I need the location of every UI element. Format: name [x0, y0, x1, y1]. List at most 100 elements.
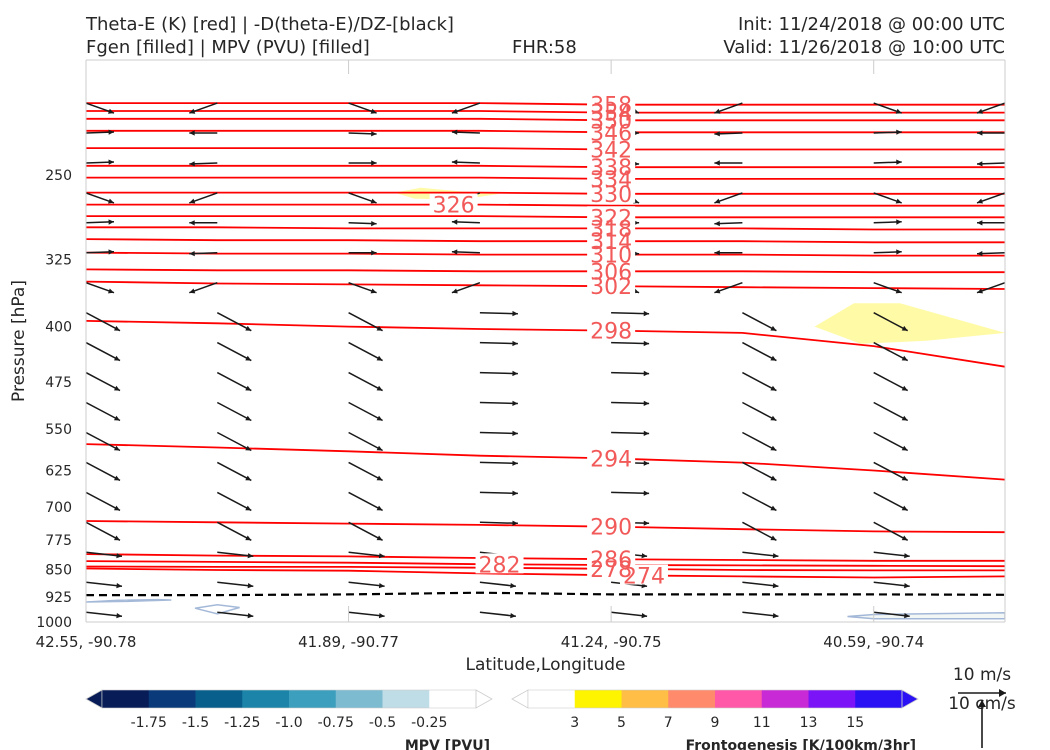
fgen-colorbar-tick-label: 11 — [753, 715, 771, 731]
plot-area — [86, 60, 1005, 622]
wind-arrow-shaft — [1004, 492, 1005, 494]
wind-arrow-head — [376, 355, 383, 361]
wind-key-u-arrowhead — [999, 689, 1006, 697]
wind-arrow-head — [772, 583, 779, 589]
contour-label-bg — [587, 447, 636, 468]
contour-label-bg — [587, 138, 636, 159]
wind-arrow-shaft — [873, 312, 909, 332]
wind-arrow-head — [108, 288, 114, 294]
wind-arrow — [742, 551, 779, 559]
contour-label-bg — [587, 93, 636, 114]
wind-arrow-head — [714, 160, 720, 166]
mpv-contour-left — [86, 598, 172, 603]
wind-arrow — [714, 131, 743, 137]
wind-arrow-head — [245, 385, 252, 391]
y-tick-label: 250 — [45, 168, 72, 184]
wind-arrow — [216, 341, 252, 362]
wind-arrow-head — [378, 553, 385, 559]
wind-arrow-shaft — [479, 311, 518, 315]
wind-arrow — [86, 581, 123, 589]
wind-arrow-head — [896, 159, 902, 165]
wind-arrow — [714, 160, 743, 166]
wind-arrow — [479, 490, 518, 496]
contour-label-354: 354 — [590, 102, 632, 127]
wind-arrow — [451, 129, 480, 135]
wind-arrow — [714, 102, 743, 114]
wind-arrow — [1004, 462, 1005, 464]
theta-e-contour-354 — [86, 110, 1005, 114]
wind-arrow-head — [114, 325, 120, 331]
fgen-area-right — [814, 303, 1005, 344]
wind-arrow — [479, 460, 518, 466]
wind-arrow — [873, 281, 902, 294]
wind-arrow-head — [895, 108, 902, 114]
wind-arrow-shaft — [216, 431, 252, 452]
wind-arrow — [1004, 522, 1005, 524]
wind-arrow — [1004, 612, 1005, 613]
wind-arrow-head — [371, 131, 377, 137]
wind-arrow-head — [714, 250, 720, 256]
contour-label-314: 314 — [590, 230, 632, 255]
wind-arrow-shaft — [742, 312, 777, 332]
wind-arrow-head — [116, 583, 122, 589]
contour-label-298: 298 — [590, 320, 632, 345]
wind-arrow-head — [376, 415, 383, 421]
fgen-colorbar-tick-label: 9 — [711, 715, 720, 731]
fgen-colorbar-segment — [761, 690, 809, 708]
mpv-colorbar-segment — [289, 690, 337, 708]
wind-arrow — [451, 281, 481, 294]
wind-arrow — [873, 521, 909, 541]
wind-arrow — [189, 130, 218, 136]
wind-arrow-head — [977, 108, 983, 114]
wind-arrow — [86, 159, 115, 165]
wind-arrow-shaft — [216, 461, 252, 482]
wind-arrow-shaft — [216, 491, 252, 512]
wind-arrow-head — [376, 385, 383, 391]
wind-arrow — [1004, 342, 1005, 344]
wind-arrow-shaft — [348, 341, 383, 362]
fgen-colorbar — [511, 689, 919, 709]
wind-arrow-shaft — [1004, 582, 1005, 583]
wind-arrow-head — [770, 535, 777, 541]
wind-arrow-shaft — [1004, 552, 1005, 554]
wind-arrow — [714, 250, 743, 256]
wind-arrow-head — [896, 249, 902, 255]
contour-label-bg — [587, 515, 636, 536]
wind-arrow-shaft — [86, 611, 123, 617]
wind-arrow — [451, 219, 480, 225]
wind-arrow-head — [714, 131, 720, 137]
wind-arrow — [873, 611, 910, 619]
wind-arrow-shaft — [217, 581, 254, 587]
wind-arrow-head — [512, 400, 518, 406]
fgen-colorbar-min-arrow — [511, 689, 529, 709]
wind-arrow — [1004, 582, 1005, 583]
theta-e-contour-314 — [86, 238, 1005, 244]
wind-arrow — [216, 431, 252, 452]
wind-arrow — [348, 461, 383, 482]
wind-arrow — [451, 249, 480, 255]
wind-arrow-head — [116, 553, 122, 559]
wind-arrow — [1004, 432, 1005, 434]
wind-arrow — [86, 551, 123, 559]
theta-e-contour-274 — [86, 567, 1005, 579]
wind-arrow-head — [245, 355, 252, 361]
wind-arrow-head — [245, 325, 252, 331]
wind-arrow — [479, 520, 518, 526]
wind-arrow-head — [189, 220, 195, 226]
wind-arrow-head — [895, 288, 902, 294]
wind-arrow — [479, 581, 516, 589]
wind-arrow-head — [512, 520, 518, 526]
wind-arrow — [479, 430, 518, 436]
wind-key-u-label: 10 m/s — [953, 665, 1011, 685]
wind-arrow — [611, 310, 650, 317]
theta-e-contour-310 — [86, 251, 1005, 257]
wind-arrow — [1004, 312, 1005, 314]
wind-arrow-head — [714, 108, 721, 114]
contour-label-282: 282 — [479, 553, 521, 578]
wind-arrow-head — [1038, 401, 1044, 406]
wind-arrow-shaft — [873, 431, 909, 452]
wind-arrow-shaft — [217, 551, 254, 558]
wind-arrow-head — [114, 385, 120, 391]
wind-arrow-shaft — [86, 491, 121, 512]
contour-label-bg — [587, 156, 636, 177]
